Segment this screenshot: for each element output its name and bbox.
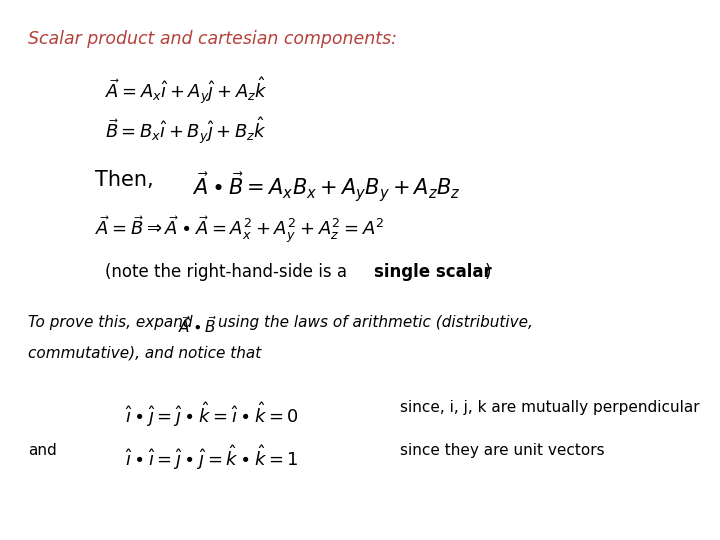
Text: and: and — [28, 443, 57, 458]
Text: since they are unit vectors: since they are unit vectors — [400, 443, 605, 458]
Text: Then,: Then, — [95, 170, 167, 190]
Text: $\vec{A} = \vec{B} \Rightarrow \vec{A} \bullet \vec{A} = A_x^2 + A_y^2 + A_z^2 =: $\vec{A} = \vec{B} \Rightarrow \vec{A} \… — [95, 215, 384, 246]
Text: To prove this, expand: To prove this, expand — [28, 315, 192, 330]
Text: single scalar: single scalar — [374, 263, 492, 281]
Text: commutative), and notice that: commutative), and notice that — [28, 345, 261, 360]
Text: $\vec{A} \bullet \vec{B} = A_xB_x + A_yB_y + A_zB_z$: $\vec{A} \bullet \vec{B} = A_xB_x + A_yB… — [192, 170, 461, 204]
Text: since, i, j, k are mutually perpendicular: since, i, j, k are mutually perpendicula… — [400, 400, 700, 415]
Text: $\hat{\imath} \bullet \hat{\imath} = \hat{\jmath} \bullet \hat{\jmath} = \hat{k}: $\hat{\imath} \bullet \hat{\imath} = \ha… — [125, 443, 299, 472]
Text: $\hat{\imath} \bullet \hat{\jmath} = \hat{\jmath} \bullet \hat{k} = \hat{\imath}: $\hat{\imath} \bullet \hat{\jmath} = \ha… — [125, 400, 299, 429]
Text: $\vec{B} = B_x\hat{\imath} + B_y\hat{\jmath} + B_z\hat{k}$: $\vec{B} = B_x\hat{\imath} + B_y\hat{\jm… — [105, 115, 266, 146]
Text: using the laws of arithmetic (distributive,: using the laws of arithmetic (distributi… — [218, 315, 533, 330]
Text: (note the right-hand-side is a: (note the right-hand-side is a — [105, 263, 352, 281]
Text: $\vec{A} \bullet \vec{B}$: $\vec{A} \bullet \vec{B}$ — [178, 315, 217, 336]
Text: Scalar product and cartesian components:: Scalar product and cartesian components: — [28, 30, 397, 48]
Text: ): ) — [485, 263, 492, 281]
Text: $\vec{A} = A_x\hat{\imath} + A_y\hat{\jmath} + A_z\hat{k}$: $\vec{A} = A_x\hat{\imath} + A_y\hat{\jm… — [105, 75, 268, 106]
